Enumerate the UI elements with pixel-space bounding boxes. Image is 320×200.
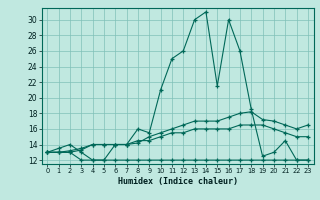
X-axis label: Humidex (Indice chaleur): Humidex (Indice chaleur) xyxy=(118,177,237,186)
